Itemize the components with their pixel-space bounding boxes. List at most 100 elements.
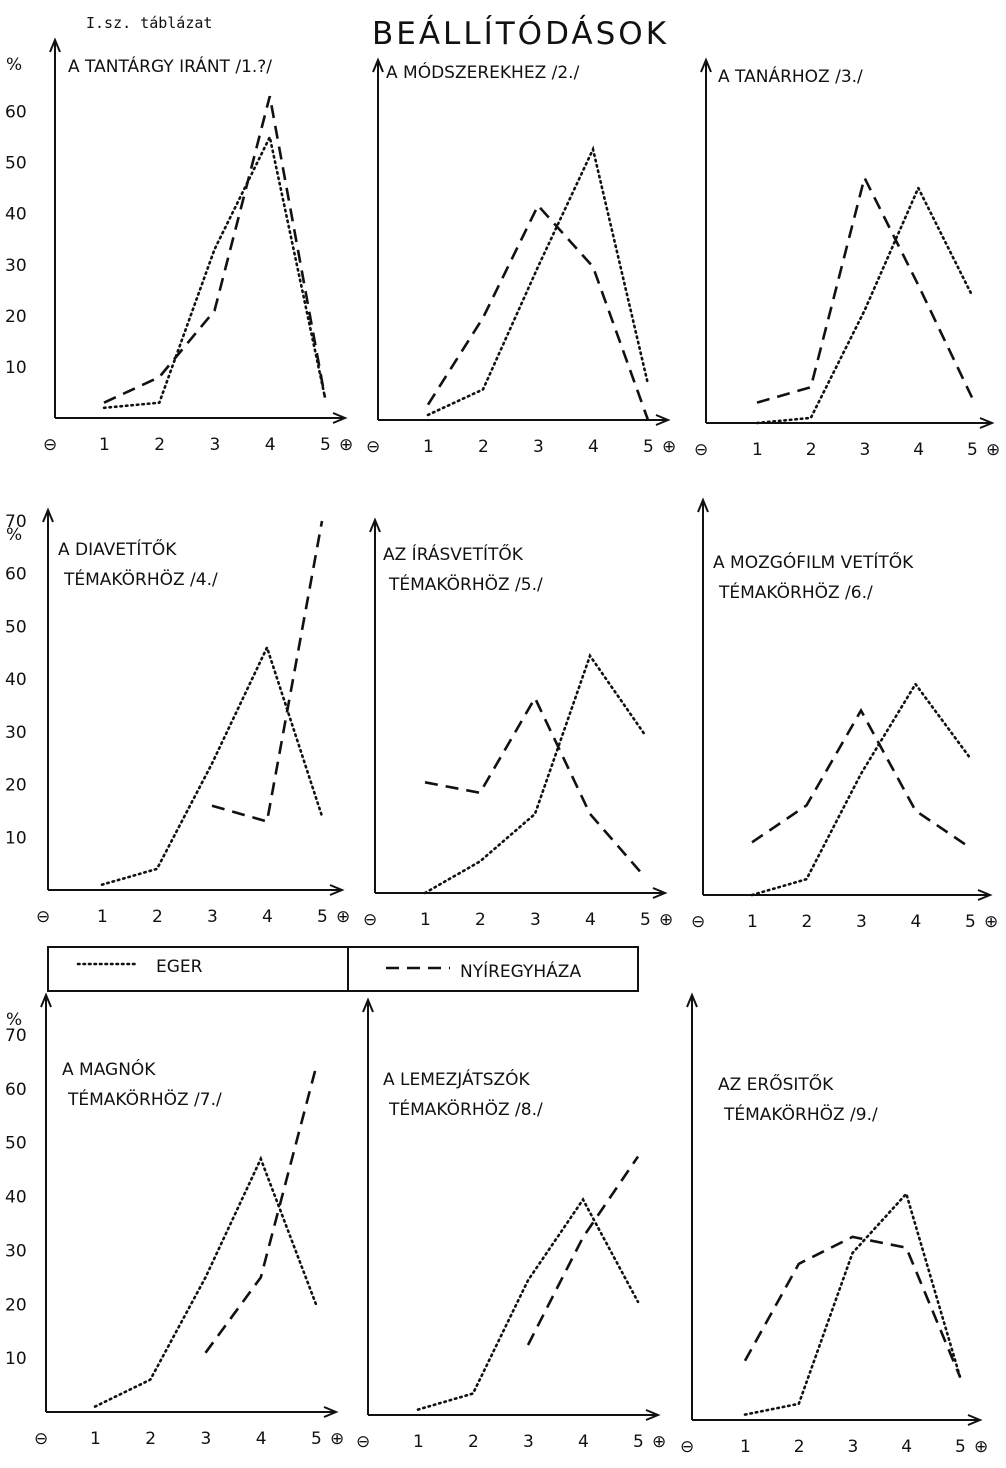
x-plus-symbol: ⊕: [659, 910, 673, 930]
x-tick-label: 3: [856, 912, 867, 932]
x-tick-label: 5: [311, 1429, 322, 1449]
x-tick-label: 4: [913, 440, 924, 460]
chart-panel-4: ⊖ 1 2 3 4 5 ⊕% 10 20 30 40 50 60 70 A DIAVETÍTŐK TÉMAKÖ…: [5, 507, 350, 927]
x-plus-symbol: ⊕: [336, 907, 350, 927]
y-tick-label: 30: [5, 256, 27, 276]
x-plus-symbol: ⊕: [339, 435, 353, 455]
panel-title-line: TÉMAKÖRHÖZ /7./: [67, 1088, 222, 1110]
series-nyiregyhaza-line: [426, 203, 650, 421]
y-tick-label: 60: [5, 1080, 27, 1100]
y-tick-label: 40: [5, 205, 27, 225]
y-tick-label: 30: [5, 723, 27, 743]
x-tick-label: 4: [265, 435, 276, 455]
panel-title-line: TÉMAKÖRHÖZ /5./: [388, 573, 543, 595]
chart-panels: ⊖ 1 2 3 4 5 ⊕% 10 20 30 40 50 60 A TANTÁRGY IRÁNT /1.…: [5, 37, 1000, 1457]
x-tick-label: 3: [530, 910, 541, 930]
panel-title-line: A LEMEZJÁTSZÓK: [383, 1068, 531, 1090]
x-tick-label: 3: [201, 1429, 212, 1449]
x-tick-label: 1: [752, 440, 763, 460]
series-nyiregyhaza-line: [743, 1235, 962, 1378]
x-minus-symbol: ⊖: [366, 437, 380, 457]
x-minus-symbol: ⊖: [691, 912, 705, 932]
x-minus-symbol: ⊖: [680, 1437, 694, 1457]
x-plus-symbol: ⊕: [652, 1432, 666, 1452]
x-tick-label: 5: [320, 435, 331, 455]
series-eger-line: [426, 145, 650, 417]
x-tick-label: 4: [578, 1432, 589, 1452]
y-tick-label: 20: [5, 307, 27, 327]
x-axis-arrow: [652, 887, 668, 899]
y-axis-arrow: [372, 57, 384, 73]
chart-panel-3: ⊖ 1 2 3 4 5 ⊕ A TANÁRHOZ /3./: [694, 57, 1000, 460]
y-axis-arrow: [686, 992, 698, 1008]
panel-title-line: TÉMAKÖRHÖZ /6./: [718, 581, 873, 603]
y-axis-arrow: [697, 497, 709, 513]
x-tick-label: 5: [967, 440, 978, 460]
panel-title-line: AZ ÍRÁSVETÍTŐK: [383, 543, 524, 565]
x-tick-label: 1: [740, 1437, 751, 1457]
chart-panel-6: ⊖ 1 2 3 4 5 ⊕ A MOZGÓFILM VETÍTŐK TÉMAKÖRHÖZ /6.…: [691, 497, 998, 932]
x-axis-arrow: [332, 412, 348, 424]
chart-panel-1: ⊖ 1 2 3 4 5 ⊕% 10 20 30 40 50 60 A TANTÁRGY IRÁNT /1.…: [5, 37, 353, 455]
series-nyiregyhaza-line: [204, 1066, 318, 1354]
series-nyiregyhaza-line: [424, 695, 646, 879]
x-tick-label: 2: [152, 907, 163, 927]
y-tick-label: 20: [5, 776, 27, 796]
panel-title-line: AZ ERŐSITŐK: [718, 1073, 834, 1095]
x-tick-label: 1: [413, 1432, 424, 1452]
x-tick-label: 4: [588, 437, 599, 457]
y-tick-label: 50: [5, 617, 27, 637]
series-eger-line: [93, 1155, 318, 1408]
x-tick-label: 5: [640, 910, 651, 930]
y-tick-label: 60: [5, 565, 27, 585]
panel-title-line: A TANÁRHOZ /3./: [718, 65, 863, 87]
x-plus-symbol: ⊕: [974, 1437, 988, 1457]
x-tick-label: 5: [643, 437, 654, 457]
y-tick-label: 50: [5, 1134, 27, 1154]
series-eger-line: [416, 1197, 640, 1411]
legend-eger-label: EGER: [156, 957, 203, 977]
x-axis-arrow: [323, 1406, 339, 1418]
x-tick-label: 3: [207, 907, 218, 927]
panel-title-line: A DIAVETÍTŐK: [58, 538, 177, 560]
x-tick-label: 4: [262, 907, 273, 927]
x-minus-symbol: ⊖: [363, 910, 377, 930]
x-tick-label: 2: [468, 1432, 479, 1452]
y-axis-arrow: [42, 507, 54, 523]
x-tick-label: 2: [478, 437, 489, 457]
x-plus-symbol: ⊕: [330, 1429, 344, 1449]
legend-nyiregyhaza-label: NYÍREGYHÁZA: [460, 960, 581, 982]
panel-title-line: A MÓDSZEREKHEZ /2./: [386, 61, 580, 83]
panel-title-line: A TANTÁRGY IRÁNT /1.?/: [68, 55, 272, 77]
x-tick-label: 1: [747, 912, 758, 932]
x-tick-label: 2: [794, 1437, 805, 1457]
y-percent-label: %: [6, 525, 22, 545]
y-tick-label: 10: [5, 1349, 27, 1369]
x-tick-label: 1: [99, 435, 110, 455]
x-tick-label: 5: [317, 907, 328, 927]
series-eger-line: [743, 1191, 962, 1416]
y-tick-label: 20: [5, 1295, 27, 1315]
x-tick-label: 4: [901, 1437, 912, 1457]
y-axis-arrow: [362, 997, 374, 1013]
legend-box: [47, 946, 639, 992]
x-tick-label: 4: [256, 1429, 267, 1449]
series-nyiregyhaza-line: [751, 707, 971, 849]
series-eger-line: [100, 643, 324, 887]
x-tick-label: 1: [423, 437, 434, 457]
x-axis-arrow: [979, 417, 995, 429]
x-minus-symbol: ⊖: [694, 440, 708, 460]
x-tick-label: 4: [585, 910, 596, 930]
y-tick-label: 50: [5, 154, 27, 174]
x-tick-label: 4: [911, 912, 922, 932]
x-tick-label: 1: [420, 910, 431, 930]
legend: EGER NYÍREGYHÁZA: [47, 946, 639, 992]
series-eger-line: [423, 652, 647, 895]
y-tick-label: 30: [5, 1241, 27, 1261]
table-id: I.sz. táblázat: [86, 14, 212, 32]
y-axis-arrow: [40, 992, 52, 1008]
series-nyiregyhaza-line: [211, 520, 324, 824]
x-plus-symbol: ⊕: [984, 912, 998, 932]
panel-title-line: TÉMAKÖRHÖZ /4./: [63, 568, 218, 590]
